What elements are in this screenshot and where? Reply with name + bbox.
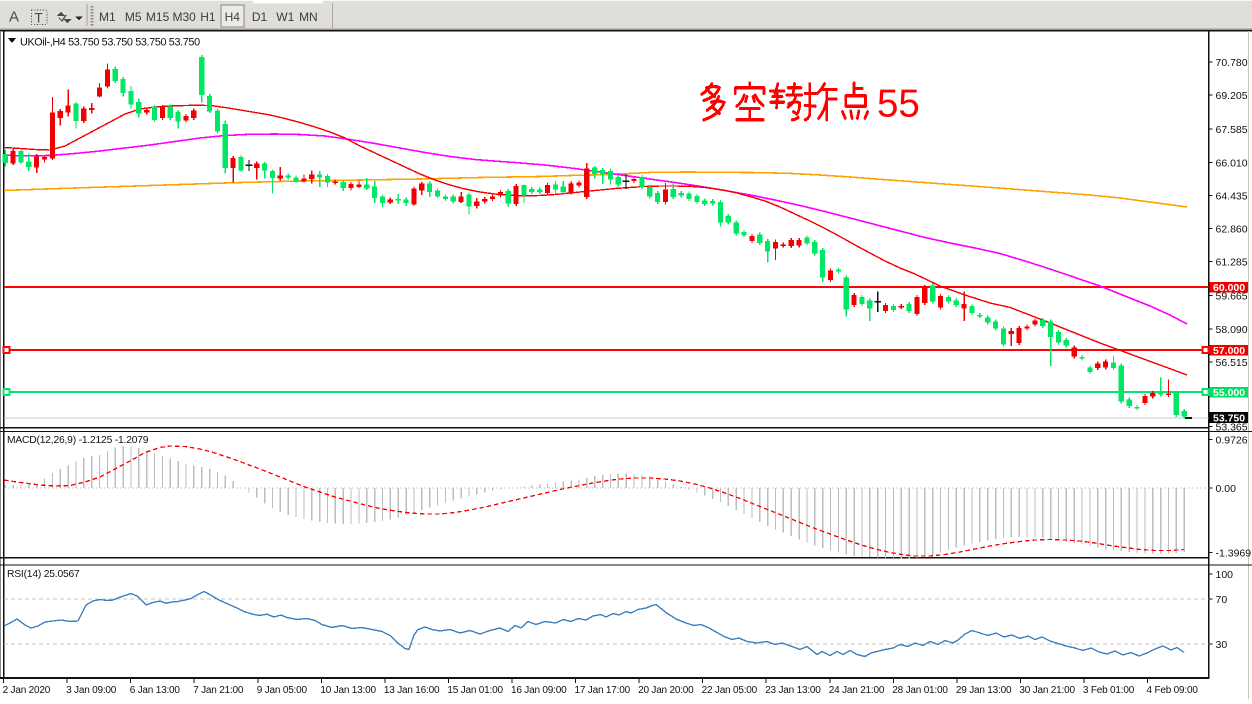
svg-text:H4: H4 xyxy=(225,10,241,24)
svg-text:29 Jan 13:00: 29 Jan 13:00 xyxy=(956,685,1012,696)
svg-text:-1.3969: -1.3969 xyxy=(1216,548,1252,560)
svg-text:W1: W1 xyxy=(276,10,294,24)
svg-text:3 Jan 09:00: 3 Jan 09:00 xyxy=(66,685,117,696)
svg-text:UKOil-,H4 53.750 53.750 53.75: UKOil-,H4 53.750 53.750 53.750 53.750 xyxy=(20,37,200,49)
svg-text:57.000: 57.000 xyxy=(1213,345,1245,357)
svg-text:17 Jan 17:00: 17 Jan 17:00 xyxy=(575,685,631,696)
svg-text:T: T xyxy=(35,11,43,26)
svg-text:70: 70 xyxy=(1216,594,1228,606)
svg-text:23 Jan 13:00: 23 Jan 13:00 xyxy=(765,685,821,696)
svg-text:55: 55 xyxy=(877,83,920,126)
svg-text:M1: M1 xyxy=(99,10,116,24)
svg-text:9 Jan 05:00: 9 Jan 05:00 xyxy=(257,685,308,696)
svg-text:60.000: 60.000 xyxy=(1213,282,1245,294)
svg-text:M15: M15 xyxy=(146,10,170,24)
svg-text:59.665: 59.665 xyxy=(1216,291,1248,303)
svg-text:67.585: 67.585 xyxy=(1216,124,1248,136)
svg-text:62.860: 62.860 xyxy=(1216,224,1248,236)
svg-text:69.205: 69.205 xyxy=(1216,90,1248,102)
svg-text:RSI(14) 25.0567: RSI(14) 25.0567 xyxy=(7,569,80,580)
svg-text:70.780: 70.780 xyxy=(1216,57,1248,69)
svg-text:13 Jan 16:00: 13 Jan 16:00 xyxy=(384,685,440,696)
svg-text:22 Jan 05:00: 22 Jan 05:00 xyxy=(702,685,758,696)
svg-text:30: 30 xyxy=(1216,639,1228,651)
svg-text:100: 100 xyxy=(1216,569,1234,581)
svg-text:53.365: 53.365 xyxy=(1216,421,1248,433)
svg-text:H1: H1 xyxy=(200,10,216,24)
svg-text:16 Jan 09:00: 16 Jan 09:00 xyxy=(511,685,567,696)
svg-text:MN: MN xyxy=(299,10,318,24)
svg-text:4 Feb 09:00: 4 Feb 09:00 xyxy=(1147,685,1199,696)
svg-text:A: A xyxy=(9,9,19,26)
svg-text:55.000: 55.000 xyxy=(1213,387,1245,399)
svg-text:20 Jan 20:00: 20 Jan 20:00 xyxy=(638,685,694,696)
svg-text:2 Jan 2020: 2 Jan 2020 xyxy=(3,685,51,696)
svg-text:53.750: 53.750 xyxy=(1213,413,1245,425)
svg-text:7 Jan 21:00: 7 Jan 21:00 xyxy=(193,685,244,696)
svg-text:M30: M30 xyxy=(173,10,197,24)
svg-text:28 Jan 01:00: 28 Jan 01:00 xyxy=(892,685,948,696)
svg-text:6 Jan 13:00: 6 Jan 13:00 xyxy=(130,685,181,696)
svg-text:64.435: 64.435 xyxy=(1216,191,1248,203)
svg-text:56.515: 56.515 xyxy=(1216,357,1248,369)
svg-text:10 Jan 13:00: 10 Jan 13:00 xyxy=(320,685,376,696)
svg-text:3 Feb 01:00: 3 Feb 01:00 xyxy=(1083,685,1135,696)
svg-text:30 Jan 21:00: 30 Jan 21:00 xyxy=(1019,685,1075,696)
svg-text:15 Jan 01:00: 15 Jan 01:00 xyxy=(447,685,503,696)
svg-text:61.285: 61.285 xyxy=(1216,257,1248,269)
svg-text:0.9726: 0.9726 xyxy=(1216,434,1248,446)
svg-text:M5: M5 xyxy=(125,10,142,24)
svg-text:D1: D1 xyxy=(252,10,268,24)
svg-text:66.010: 66.010 xyxy=(1216,158,1248,170)
svg-text:MACD(12,26,9) -1.2125 -1.2079: MACD(12,26,9) -1.2125 -1.2079 xyxy=(7,435,149,446)
svg-text:0.00: 0.00 xyxy=(1216,483,1237,495)
svg-text:24 Jan 21:00: 24 Jan 21:00 xyxy=(829,685,885,696)
svg-text:58.090: 58.090 xyxy=(1216,324,1248,336)
